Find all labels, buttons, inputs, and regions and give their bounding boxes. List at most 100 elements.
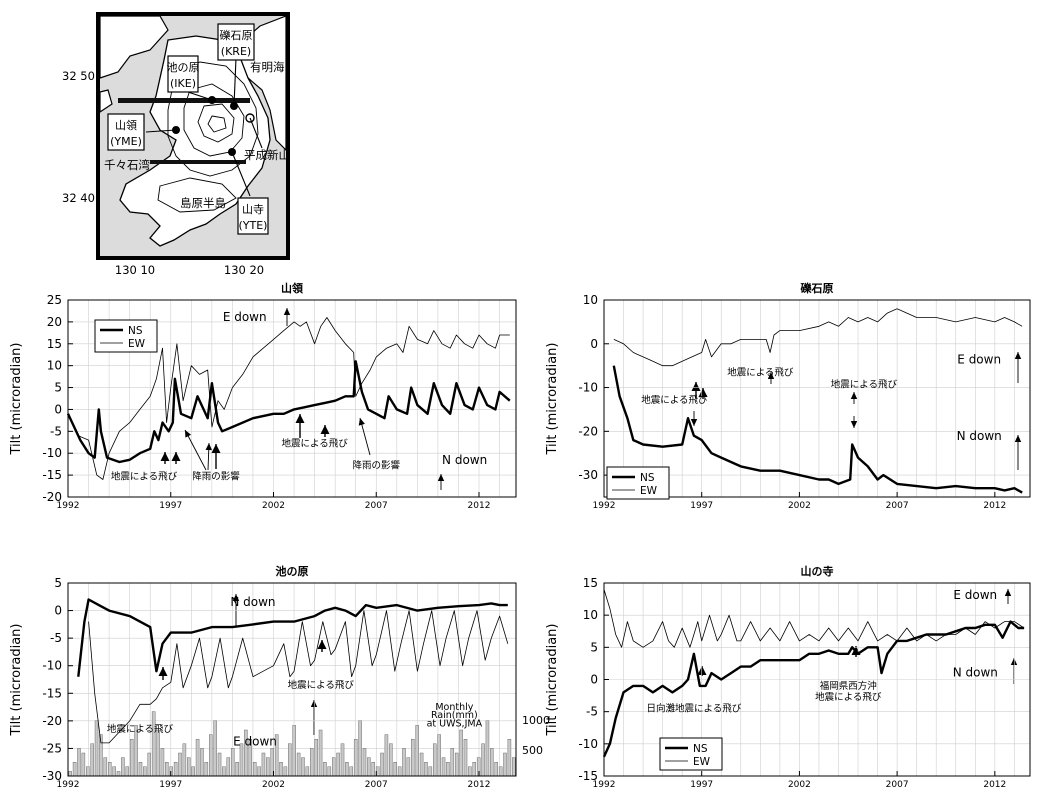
annotation-label: N down [230, 595, 275, 609]
rain-axis-label: 500 [522, 744, 543, 757]
y-tick-label: -5 [50, 424, 62, 438]
annotation-label: at UWS,JMA [427, 718, 483, 729]
x-tick-label: 1992 [57, 780, 80, 789]
annotation-arrowhead [205, 443, 212, 451]
rain-bar [112, 766, 116, 777]
y-tick-label: 15 [47, 337, 62, 351]
rain-bar [191, 766, 195, 777]
rain-bar [318, 729, 323, 777]
rain-bar [340, 743, 345, 777]
chart-title: 山の寺 [801, 564, 834, 578]
chart-panel-yamaryo: -20 -15 -10 -5 0 5 10 15 20 25 1992 1997 2002 2007 201… [9, 281, 1022, 735]
annotation-arrowhead [690, 419, 698, 426]
rain-bar [367, 757, 371, 777]
place-label-box [107, 113, 145, 151]
land-west-coast [99, 89, 113, 114]
rain-bar [380, 752, 384, 777]
place-label: 平成新山 [244, 148, 290, 162]
y-tick-label: -10 [578, 737, 598, 751]
y-tick-label: -15 [42, 468, 62, 482]
x-tick-label: 2012 [468, 780, 491, 789]
rain-bar [187, 757, 191, 777]
rain-bar [68, 771, 72, 777]
rain-bar [230, 748, 235, 777]
annotation-arrowhead [232, 594, 240, 601]
y-tick-label: 0 [54, 402, 62, 416]
rain-bar [314, 739, 318, 777]
y-axis-label: Tilt (microradian) [9, 343, 24, 456]
contour-summit [207, 115, 227, 133]
place-label: 千々石湾 [104, 158, 150, 172]
place-label-box [217, 23, 255, 61]
place-label: 有明海 [250, 60, 285, 74]
annotation-label: 地震による飛び [107, 723, 174, 735]
place-label-box [167, 55, 199, 93]
annotation-label: N down [953, 665, 998, 679]
rain-bar [494, 762, 498, 777]
place-label: 島原半島 [180, 196, 226, 210]
y-tick-label: -15 [42, 686, 62, 700]
y-tick-label: 20 [47, 315, 62, 329]
rain-bar [411, 739, 415, 777]
annotation-arrowhead [1010, 658, 1018, 665]
rain-bar [454, 752, 459, 777]
rain-bar [165, 762, 169, 777]
annotation-arrowhead [691, 382, 701, 391]
rain-bar [121, 757, 125, 777]
lon-label: 130 20 [224, 263, 264, 277]
rain-bar [362, 748, 367, 777]
series-line-ns [602, 620, 1025, 758]
chart-title: 池の原 [276, 564, 309, 578]
rain-bar [336, 752, 340, 777]
annotation-label: E down [233, 735, 277, 749]
rain-bar [182, 743, 187, 777]
chart-title: 礫石原 [801, 281, 834, 295]
contour-outer [167, 61, 259, 177]
x-tick-label: 2012 [983, 501, 1006, 511]
rain-bar [125, 766, 130, 777]
rain-bar [217, 752, 222, 777]
annotation-label: N down [957, 429, 1002, 443]
annotation-arrowhead [437, 474, 445, 481]
rain-bar [107, 762, 112, 777]
rain-bar [397, 766, 402, 777]
rain-bar [481, 743, 485, 777]
y-tick-label: 5 [54, 576, 62, 590]
y-tick-label: -25 [42, 741, 62, 755]
lon-label: 130 10 [115, 263, 155, 277]
plot-frame [67, 299, 517, 498]
series-line-ew [88, 610, 509, 744]
rain-bar [485, 720, 490, 777]
place-label: 礫石原 [220, 28, 253, 42]
fault-band-north [118, 98, 250, 103]
x-tick-label: 2012 [983, 780, 1006, 789]
land-north-coast [99, 15, 169, 79]
y-tick-label: -20 [578, 424, 598, 438]
annotation-label: E down [957, 352, 1001, 366]
x-tick-label: 2002 [262, 501, 285, 511]
rain-bar [507, 739, 512, 777]
annotation-label: 降雨の影響 [192, 470, 240, 482]
rain-bar [463, 739, 468, 777]
annotation-arrowhead [1014, 352, 1022, 359]
chart-title: 山領 [281, 281, 304, 295]
annotation-label: 地震による飛び [288, 679, 355, 691]
rain-bar [323, 762, 327, 777]
x-tick-label: 1997 [690, 501, 713, 511]
rain-bar [143, 766, 147, 777]
annotation-arrowhead [158, 667, 168, 676]
rain-bar [116, 771, 121, 777]
y-tick-label: -15 [578, 769, 598, 783]
x-tick-label: 2007 [365, 501, 388, 511]
rain-bar [173, 762, 178, 777]
x-tick-label: 1992 [57, 501, 80, 511]
x-tick-label: 2002 [788, 501, 811, 511]
annotation-label: 福岡県西方沖 [820, 680, 877, 692]
fault-band-south [150, 160, 246, 164]
rain-bar [94, 720, 99, 777]
annotation-label: 地震による飛び [815, 691, 882, 703]
rain-bar [446, 762, 450, 777]
rain-bar [415, 725, 419, 777]
rain-bar [209, 734, 213, 777]
series-line-ns [612, 365, 1023, 494]
